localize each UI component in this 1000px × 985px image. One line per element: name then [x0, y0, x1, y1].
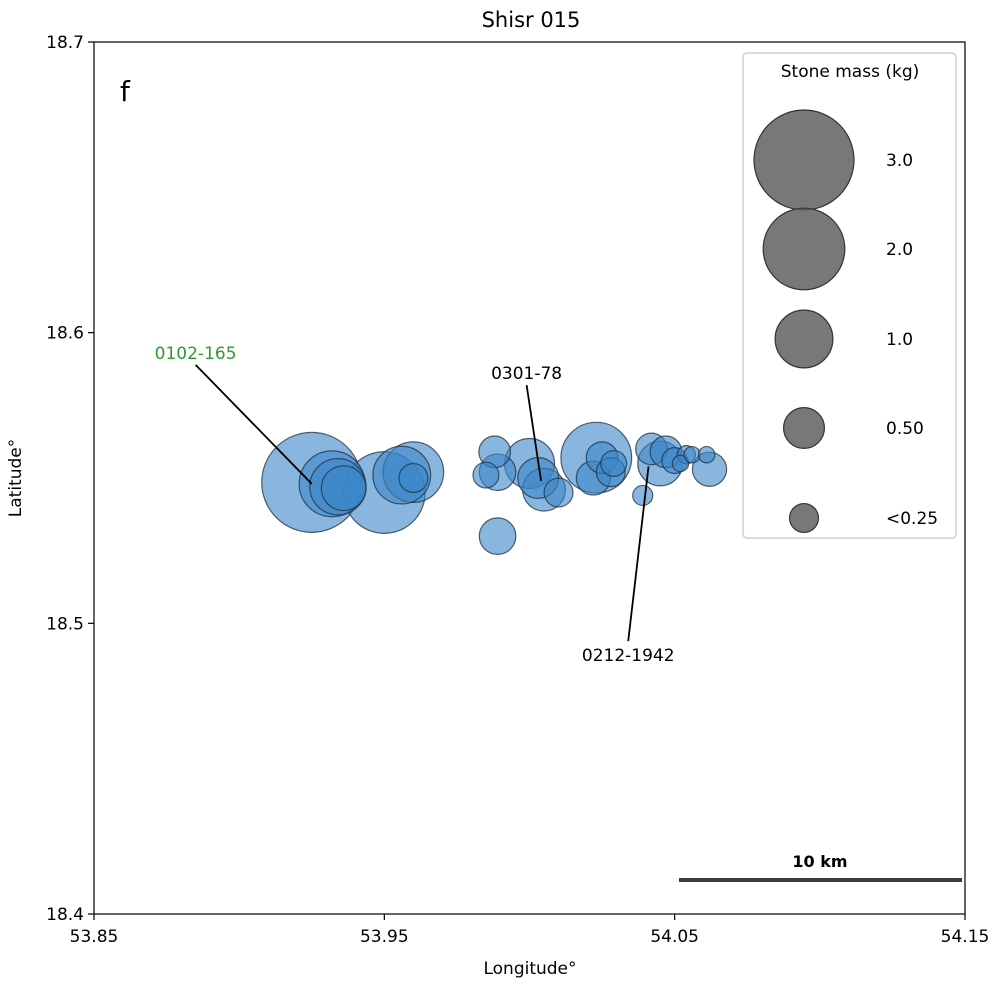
y-axis-label: Latitude°	[6, 439, 26, 517]
stone-marker	[543, 477, 574, 508]
y-tick-label: 18.4	[46, 905, 84, 925]
annotation-label: 0102-165	[155, 344, 237, 364]
plot-frame	[93, 41, 966, 915]
legend-title: Stone mass (kg)	[781, 62, 920, 82]
stone-marker	[632, 484, 654, 507]
legend-label: 3.0	[886, 151, 913, 171]
chart-title: Shisr 015	[482, 8, 581, 32]
x-tick-label: 54.05	[650, 927, 699, 947]
annotation-label: 0301-78	[491, 364, 562, 384]
legend-label: 0.50	[886, 419, 924, 439]
x-tick-label: 53.85	[70, 927, 119, 947]
legend-marker	[762, 207, 846, 291]
annotation-leader-line	[194, 364, 313, 485]
scale-bar: 10 km	[679, 852, 962, 882]
annotation-leader-line	[525, 385, 543, 482]
stone-marker	[320, 465, 367, 512]
stone-marker	[600, 449, 628, 477]
legend-label: <0.25	[886, 509, 938, 529]
x-axis-label: Longitude°	[483, 959, 576, 979]
legend-label: 2.0	[886, 240, 913, 260]
stone-marker	[478, 517, 517, 555]
panel-label: f	[120, 75, 131, 108]
legend-marker	[774, 309, 834, 369]
legend-marker	[782, 406, 826, 450]
stone-marker	[697, 445, 716, 464]
stone-marker	[398, 462, 429, 494]
legend-entries: 3.0 2.0 1.0 0.50 <0.25	[753, 109, 938, 534]
scale-bar-label: 10 km	[792, 852, 847, 871]
ticks-layer: 53.85 53.95 54.05 54.15 18.4 18.5 18.6 18.7	[46, 33, 989, 947]
legend: Stone mass (kg) 3.0 2.0 1.0 0.50 <0.25	[742, 52, 957, 539]
stone-marker	[472, 461, 500, 489]
annotation-leader-line	[627, 466, 650, 642]
legend-marker	[788, 502, 820, 534]
stones-layer	[261, 421, 784, 555]
x-tick-label: 53.95	[360, 927, 409, 947]
stone-marker	[671, 454, 690, 473]
stone-marker	[683, 445, 701, 464]
y-tick-label: 18.6	[46, 324, 84, 344]
annotation-label: 0212-1942	[582, 646, 675, 666]
y-tick-label: 18.7	[46, 33, 84, 53]
legend-label: 1.0	[886, 330, 913, 350]
y-tick-label: 18.5	[46, 614, 84, 634]
x-tick-label: 54.15	[941, 927, 990, 947]
legend-marker	[753, 109, 855, 211]
annotation-layer: 0102-165 0301-78 0212-1942	[155, 344, 675, 666]
